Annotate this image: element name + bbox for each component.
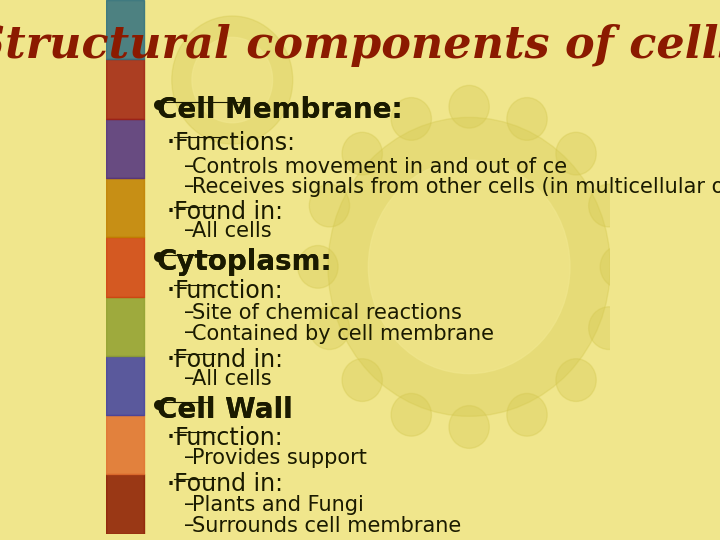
Text: Cytoplasm:: Cytoplasm: <box>157 248 332 276</box>
Bar <box>107 415 144 475</box>
Text: –: – <box>184 301 194 321</box>
Text: Cell Membrane:: Cell Membrane: <box>157 96 402 124</box>
Bar <box>107 0 144 59</box>
Text: ·: · <box>166 198 176 228</box>
Text: Function:: Function: <box>174 426 283 450</box>
Text: •: • <box>149 244 168 277</box>
Text: –: – <box>184 368 194 388</box>
Text: ·: · <box>166 128 176 159</box>
Text: Receives signals from other cells (in multicellular orgs): Receives signals from other cells (in mu… <box>192 177 720 197</box>
Text: –: – <box>184 515 194 535</box>
Text: ·: · <box>166 470 176 501</box>
Text: ·: · <box>166 423 176 454</box>
Circle shape <box>589 184 629 227</box>
Bar <box>107 119 144 178</box>
Bar <box>107 59 144 119</box>
Text: Found in:: Found in: <box>174 472 283 496</box>
Circle shape <box>391 98 431 140</box>
Text: Site of chemical reactions: Site of chemical reactions <box>192 303 462 323</box>
Circle shape <box>310 184 350 227</box>
Circle shape <box>600 246 641 288</box>
Text: –: – <box>184 176 194 195</box>
Text: –: – <box>184 447 194 467</box>
Text: Functions:: Functions: <box>174 131 295 155</box>
Circle shape <box>507 394 547 436</box>
Text: Cell Wall: Cell Wall <box>157 396 292 424</box>
Text: –: – <box>184 494 194 514</box>
Text: Plants and Fungi: Plants and Fungi <box>192 495 364 515</box>
Circle shape <box>391 394 431 436</box>
Circle shape <box>369 160 570 374</box>
Circle shape <box>556 359 596 401</box>
Bar <box>107 237 144 296</box>
Text: Surrounds cell membrane: Surrounds cell membrane <box>192 516 462 536</box>
Bar <box>107 178 144 237</box>
Circle shape <box>342 359 382 401</box>
Circle shape <box>449 85 490 128</box>
Bar <box>107 475 144 534</box>
Bar <box>107 356 144 415</box>
Text: ·: · <box>166 276 176 307</box>
Text: Found in:: Found in: <box>174 348 283 372</box>
Text: Cell Membrane:: Cell Membrane: <box>157 96 402 124</box>
Text: •: • <box>149 92 168 125</box>
Text: Function:: Function: <box>174 279 283 302</box>
Circle shape <box>342 132 382 175</box>
Text: Provides support: Provides support <box>192 448 366 468</box>
Text: –: – <box>184 322 194 342</box>
Circle shape <box>192 37 273 123</box>
Circle shape <box>172 16 293 144</box>
Text: Contained by cell membrane: Contained by cell membrane <box>192 324 494 344</box>
Text: All cells: All cells <box>192 221 271 241</box>
Circle shape <box>556 132 596 175</box>
Text: ·: · <box>166 345 176 376</box>
Text: Controls movement in and out of ce: Controls movement in and out of ce <box>192 158 567 178</box>
Text: –: – <box>184 220 194 240</box>
Circle shape <box>449 406 490 448</box>
Circle shape <box>507 98 547 140</box>
Circle shape <box>298 246 338 288</box>
Circle shape <box>310 307 350 349</box>
Circle shape <box>589 307 629 349</box>
Text: •: • <box>149 392 168 425</box>
Text: Cell Wall: Cell Wall <box>157 396 292 424</box>
Text: Structural components of cells: Structural components of cells <box>0 24 720 67</box>
Circle shape <box>328 117 611 416</box>
Text: All cells: All cells <box>192 369 271 389</box>
Text: Cytoplasm:: Cytoplasm: <box>157 248 332 276</box>
Text: –: – <box>184 156 194 176</box>
Bar <box>107 296 144 356</box>
Text: Found in:: Found in: <box>174 200 283 224</box>
